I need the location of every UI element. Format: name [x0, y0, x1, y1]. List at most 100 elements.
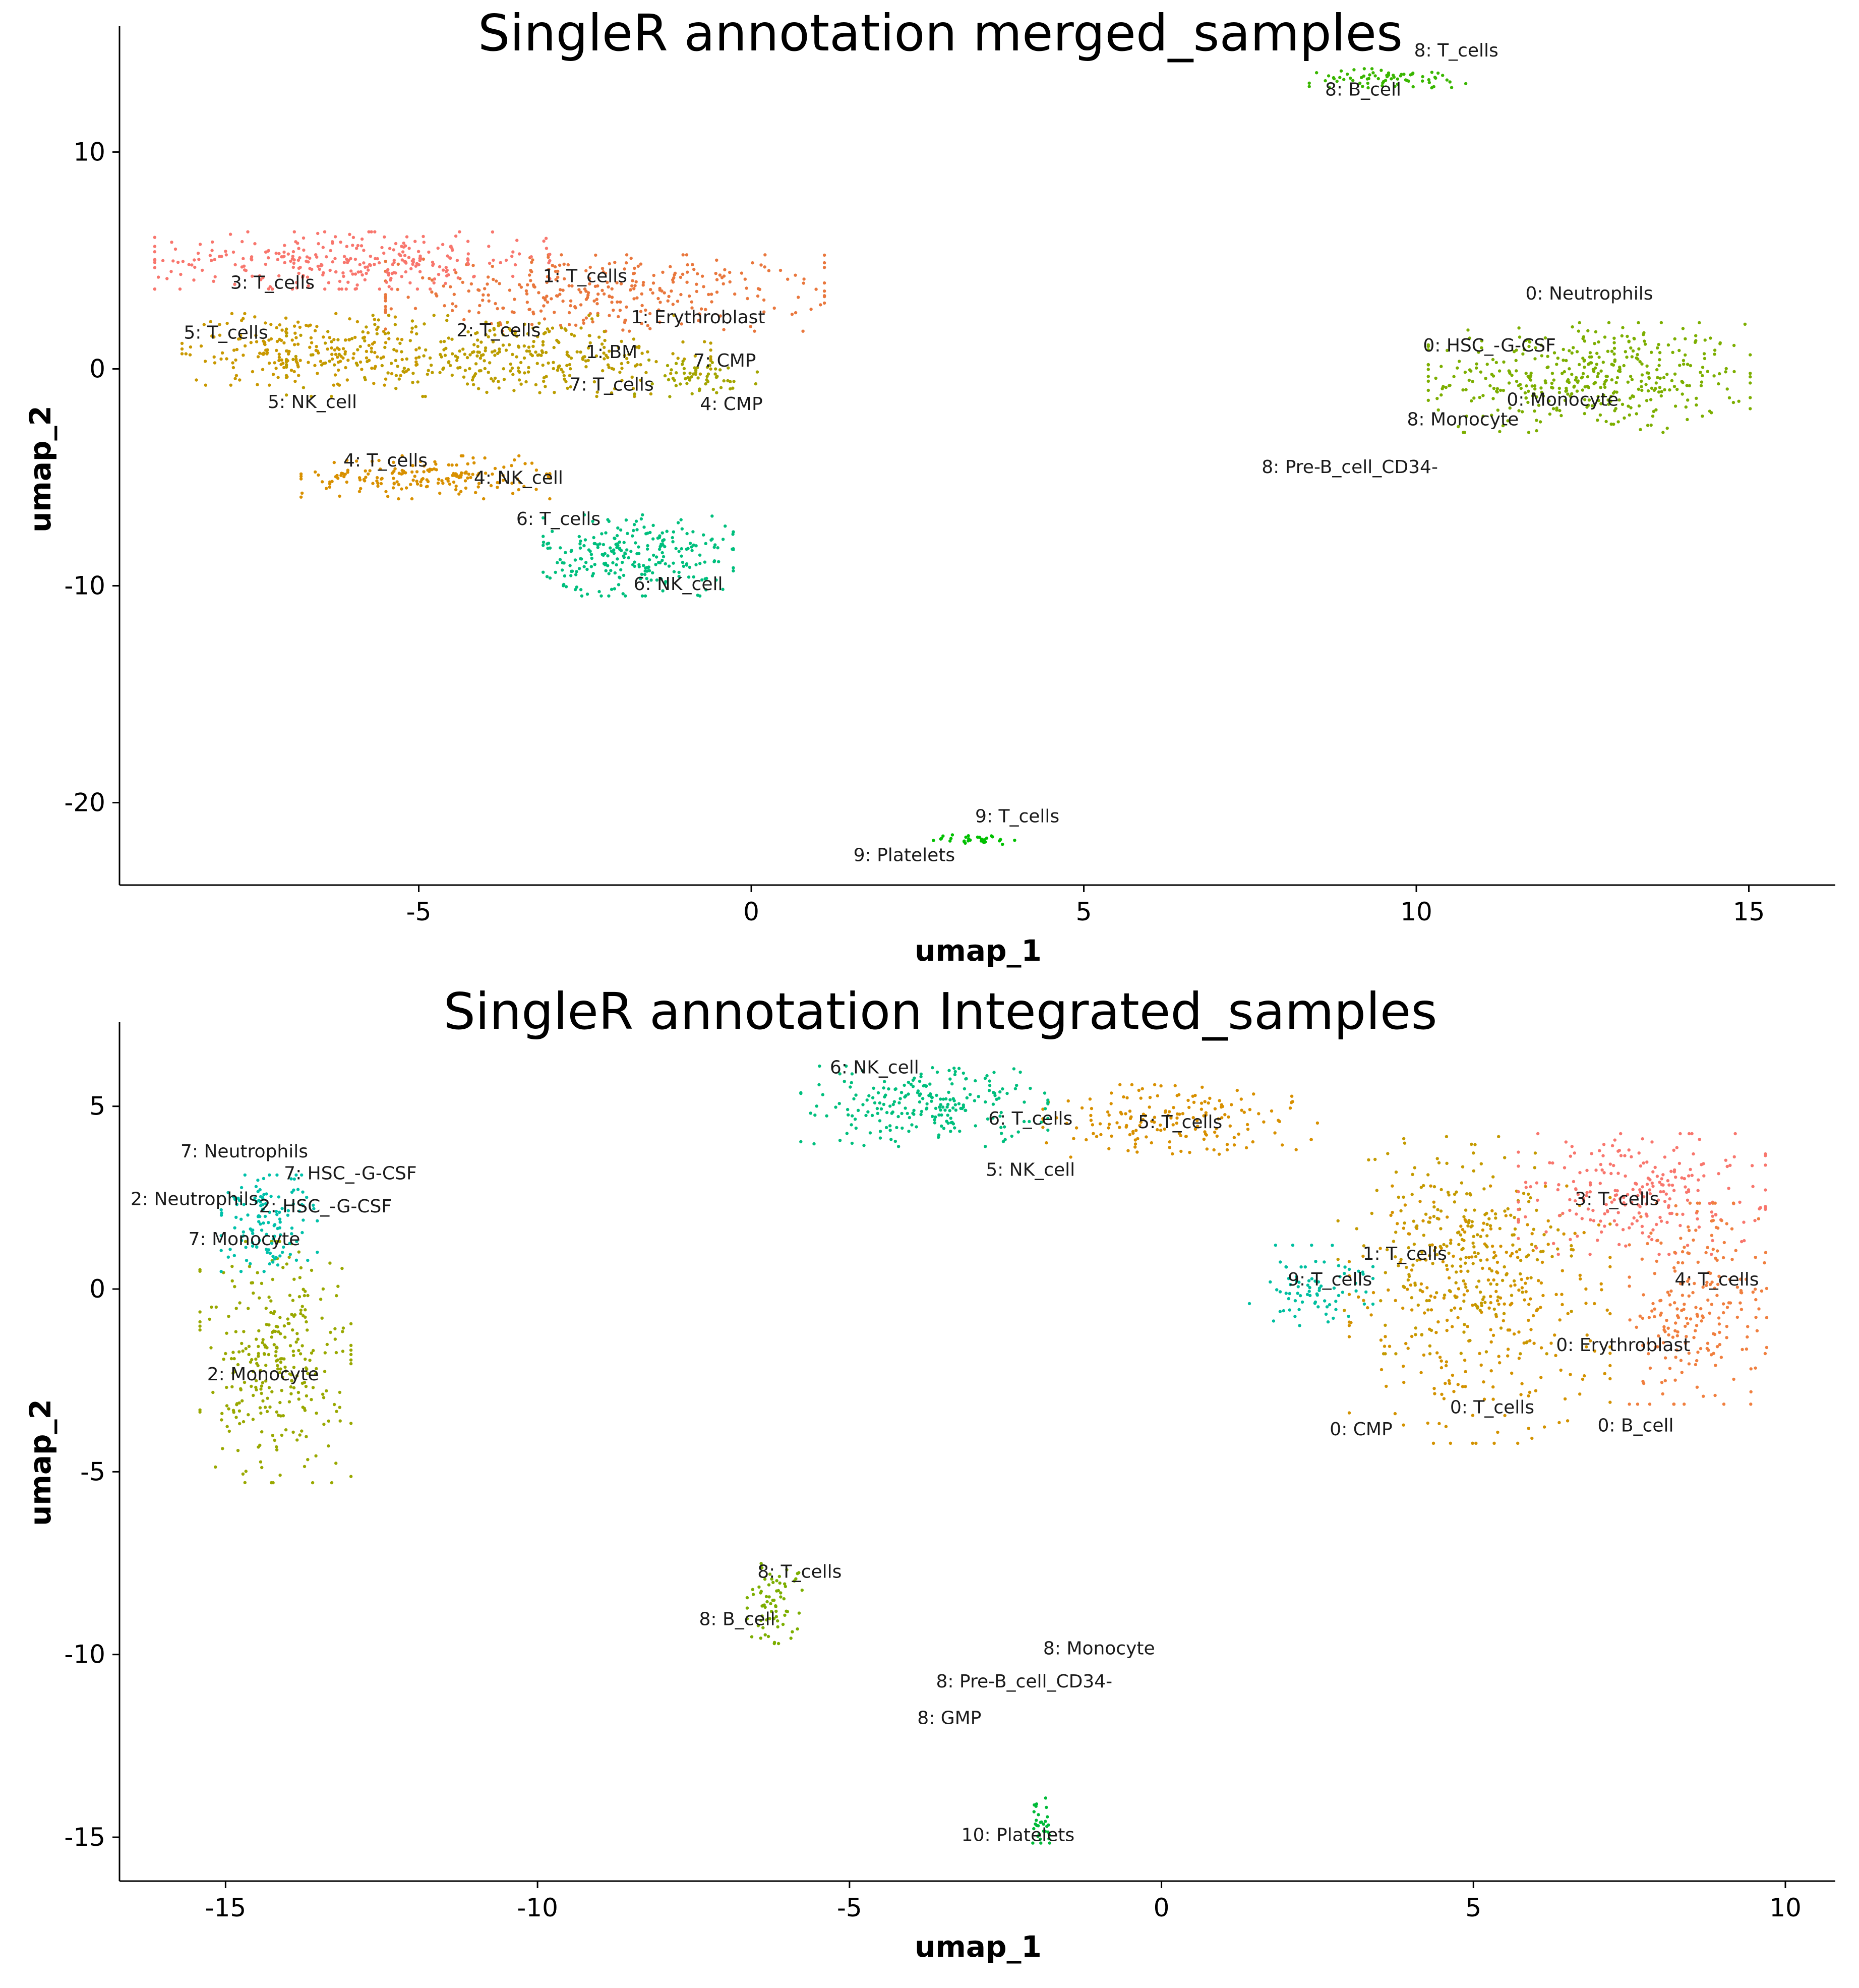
- scatter-point: [1720, 1219, 1723, 1222]
- scatter-point: [1531, 1249, 1535, 1252]
- scatter-point: [1032, 1827, 1036, 1831]
- scatter-point: [224, 1352, 227, 1356]
- scatter-point: [1347, 1324, 1351, 1327]
- scatter-point: [296, 365, 300, 369]
- scatter-point: [305, 255, 309, 259]
- scatter-point: [1042, 1822, 1045, 1826]
- scatter-point: [1308, 1294, 1312, 1297]
- scatter-point: [405, 235, 409, 239]
- scatter-point: [1687, 1190, 1691, 1193]
- scatter-point: [1765, 1287, 1769, 1291]
- scatter-point: [690, 300, 694, 304]
- scatter-point: [1389, 1213, 1393, 1217]
- scatter-point: [1712, 1352, 1715, 1355]
- scatter-point: [1648, 1366, 1652, 1370]
- scatter-point: [1471, 1303, 1474, 1307]
- scatter-point: [876, 1091, 880, 1095]
- scatter-point: [320, 1316, 324, 1320]
- scatter-point: [1139, 1121, 1143, 1124]
- scatter-point: [431, 371, 434, 374]
- scatter-point: [266, 256, 270, 260]
- scatter-point: [1035, 1802, 1038, 1806]
- scatter-point: [195, 378, 198, 382]
- scatter-point: [941, 1105, 945, 1109]
- scatter-point: [307, 361, 310, 364]
- scatter-point: [1044, 1796, 1047, 1800]
- scatter-point: [553, 311, 556, 314]
- scatter-point: [851, 1114, 854, 1118]
- scatter-point: [1293, 1299, 1297, 1303]
- scatter-point: [639, 378, 642, 382]
- scatter-point: [750, 1635, 754, 1639]
- scatter-point: [1578, 321, 1581, 325]
- scatter-point: [1205, 1133, 1208, 1137]
- scatter-point: [325, 487, 328, 490]
- scatter-point: [1464, 1385, 1467, 1388]
- scatter-point: [603, 345, 606, 349]
- scatter-point: [1269, 1280, 1272, 1284]
- scatter-point: [419, 480, 423, 484]
- scatter-point: [1511, 1243, 1515, 1247]
- scatter-point: [684, 377, 687, 381]
- scatter-point: [1461, 1385, 1465, 1388]
- scatter-point: [234, 358, 237, 362]
- scatter-point: [797, 1571, 801, 1574]
- scatter-point: [1638, 360, 1642, 364]
- scatter-point: [233, 263, 237, 267]
- scatter-point: [1741, 1348, 1744, 1352]
- scatter-point: [724, 524, 727, 528]
- scatter-point: [1722, 1311, 1725, 1315]
- scatter-point: [538, 391, 542, 394]
- scatter-point: [400, 454, 404, 458]
- scatter-point: [327, 1419, 330, 1423]
- scatter-point: [1029, 1086, 1032, 1090]
- scatter-point: [1608, 1162, 1612, 1166]
- scatter-point: [275, 1346, 278, 1349]
- scatter-point: [1660, 1177, 1663, 1181]
- scatter-point: [301, 1406, 305, 1409]
- scatter-point: [293, 379, 297, 383]
- scatter-point: [269, 337, 273, 341]
- scatter-point: [459, 490, 463, 493]
- scatter-point: [1481, 1298, 1485, 1301]
- scatter-point: [489, 484, 493, 488]
- scatter-point: [340, 472, 343, 475]
- scatter-point: [264, 250, 268, 254]
- scatter-point: [896, 1115, 900, 1119]
- scatter-point: [209, 1346, 213, 1350]
- scatter-point: [907, 1130, 911, 1133]
- scatter-point: [407, 256, 411, 259]
- scatter-point: [878, 1136, 882, 1140]
- scatter-point: [335, 474, 339, 478]
- x-tick-label: 15: [1733, 897, 1765, 926]
- scatter-point: [1725, 387, 1729, 391]
- scatter-point: [519, 285, 523, 289]
- scatter-point: [362, 261, 366, 265]
- scatter-point: [774, 1615, 778, 1618]
- scatter-point: [1676, 1330, 1680, 1334]
- scatter-point: [1125, 1096, 1129, 1100]
- scatter-point: [794, 273, 797, 277]
- scatter-point: [313, 329, 317, 332]
- scatter-point: [1608, 1222, 1612, 1226]
- scatter-point: [295, 280, 298, 284]
- scatter-point: [591, 572, 595, 575]
- scatter-point: [706, 372, 710, 376]
- scatter-point: [1490, 1244, 1494, 1248]
- scatter-point: [451, 302, 454, 306]
- scatter-point: [1669, 1170, 1673, 1173]
- scatter-point: [1456, 366, 1459, 370]
- scatter-point: [468, 353, 472, 357]
- scatter-point: [1680, 1371, 1684, 1374]
- scatter-point: [645, 577, 648, 580]
- scatter-point: [1689, 1167, 1692, 1172]
- scatter-point: [1451, 1325, 1454, 1328]
- scatter-point: [352, 352, 355, 356]
- scatter-point: [1239, 1097, 1243, 1101]
- scatter-point: [1535, 395, 1538, 399]
- scatter-point: [595, 394, 598, 398]
- scatter-point: [966, 839, 970, 843]
- scatter-point: [442, 284, 445, 288]
- scatter-point: [1349, 76, 1352, 80]
- scatter-point: [629, 288, 632, 292]
